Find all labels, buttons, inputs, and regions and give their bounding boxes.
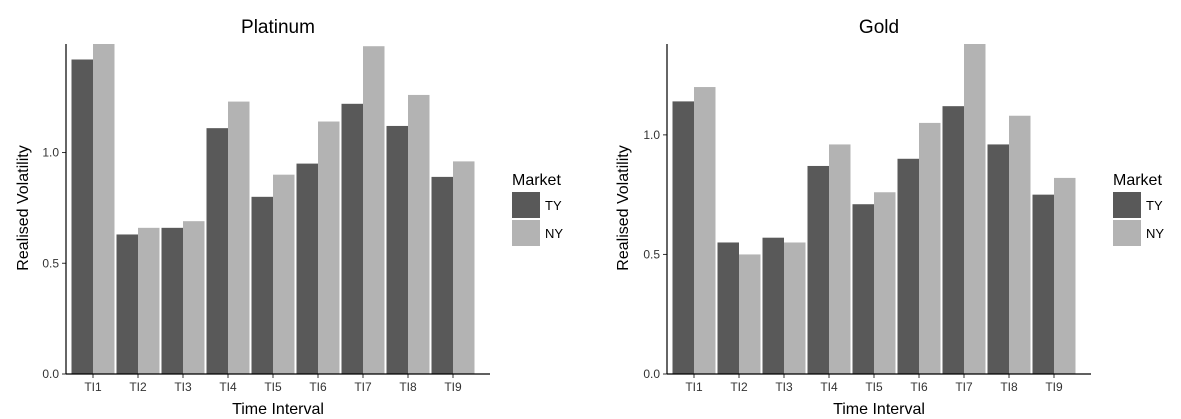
bar-ny-ti3 bbox=[784, 242, 806, 374]
bar-ty-ti5 bbox=[852, 204, 874, 374]
x-tick-label: TI8 bbox=[1000, 380, 1018, 394]
legend-label-ny: NY bbox=[1146, 226, 1164, 241]
bar-ty-ti2 bbox=[717, 242, 739, 374]
x-tick-label: TI3 bbox=[775, 380, 793, 394]
bar-ny-ti1 bbox=[694, 87, 716, 374]
x-tick-label: TI6 bbox=[910, 380, 928, 394]
bar-ty-ti1 bbox=[71, 59, 93, 374]
legend-title: Market bbox=[1113, 172, 1162, 189]
bar-ty-ti6 bbox=[296, 163, 318, 374]
bar-ny-ti8 bbox=[408, 94, 430, 374]
y-tick-label: 0.0 bbox=[643, 367, 660, 381]
y-axis-label: Realised Volatility bbox=[15, 145, 32, 270]
legend: Market TY NY bbox=[512, 172, 563, 246]
legend-swatch-ty bbox=[1113, 192, 1141, 218]
bar-ny-ti2 bbox=[739, 254, 761, 374]
x-tick-label: TI8 bbox=[399, 380, 417, 394]
y-axis-ticks: 0.0 0.5 1.0 bbox=[42, 146, 66, 381]
bar-ty-ti4 bbox=[807, 165, 829, 374]
bar-ny-ti8 bbox=[1009, 115, 1031, 375]
x-tick-label: TI5 bbox=[264, 380, 282, 394]
bar-ny-ti5 bbox=[874, 192, 896, 374]
bar-ny-ti1 bbox=[93, 44, 115, 374]
legend-swatch-ny bbox=[512, 220, 540, 246]
x-tick-label: TI5 bbox=[865, 380, 883, 394]
bar-ny-ti4 bbox=[829, 144, 851, 374]
x-tick-label: TI1 bbox=[84, 380, 102, 394]
chart-title: Platinum bbox=[241, 17, 315, 38]
bar-ny-ti9 bbox=[453, 161, 475, 374]
x-tick-label: TI7 bbox=[955, 380, 973, 394]
legend-label-ny: NY bbox=[545, 226, 563, 241]
bars-group bbox=[672, 44, 1076, 375]
legend-swatch-ty bbox=[512, 192, 540, 218]
bar-ty-ti3 bbox=[161, 227, 183, 374]
bar-ny-ti7 bbox=[964, 44, 986, 374]
x-tick-label: TI2 bbox=[730, 380, 748, 394]
y-tick-label: 1.0 bbox=[42, 146, 59, 160]
x-tick-label: TI1 bbox=[685, 380, 703, 394]
bar-ny-ti5 bbox=[273, 174, 295, 374]
bar-ty-ti7 bbox=[942, 106, 964, 375]
bar-ny-ti9 bbox=[1054, 177, 1076, 374]
x-tick-label: TI4 bbox=[820, 380, 838, 394]
x-tick-label: TI3 bbox=[174, 380, 192, 394]
y-axis-ticks: 0.0 0.5 1.0 bbox=[643, 128, 667, 381]
x-axis-label: Time Interval bbox=[833, 401, 925, 418]
y-axis-label: Realised Volatility bbox=[615, 145, 632, 270]
platinum-panel: Platinum Realised Volatility Time Interv… bbox=[15, 17, 563, 418]
x-tick-label: TI9 bbox=[1045, 380, 1063, 394]
y-tick-label: 0.5 bbox=[42, 256, 59, 270]
bar-ty-ti4 bbox=[206, 128, 228, 374]
bars-group bbox=[71, 44, 475, 375]
bar-ty-ti5 bbox=[251, 196, 273, 374]
x-axis-ticks: TI1 TI2 TI3 TI4 TI5 TI6 TI7 TI8 TI9 bbox=[685, 374, 1063, 394]
chart-title: Gold bbox=[859, 17, 899, 38]
legend-label-ty: TY bbox=[545, 198, 562, 213]
bar-ty-ti7 bbox=[341, 103, 363, 375]
bar-ty-ti3 bbox=[762, 237, 784, 374]
x-tick-label: TI6 bbox=[309, 380, 327, 394]
y-tick-label: 1.0 bbox=[643, 128, 660, 142]
bar-ny-ti6 bbox=[919, 122, 941, 374]
bar-ty-ti2 bbox=[116, 234, 138, 374]
bar-ty-ti8 bbox=[987, 144, 1009, 374]
bar-ty-ti9 bbox=[1032, 194, 1054, 374]
bar-ny-ti6 bbox=[318, 121, 340, 375]
y-tick-label: 0.0 bbox=[42, 367, 59, 381]
legend-label-ty: TY bbox=[1146, 198, 1163, 213]
x-tick-label: TI9 bbox=[444, 380, 462, 394]
bar-ty-ti8 bbox=[386, 125, 408, 374]
y-tick-label: 0.5 bbox=[643, 247, 660, 261]
legend: Market TY NY bbox=[1113, 172, 1164, 246]
legend-swatch-ny bbox=[1113, 220, 1141, 246]
bar-ny-ti7 bbox=[363, 46, 385, 375]
x-axis-ticks: TI1 TI2 TI3 TI4 TI5 TI6 TI7 TI8 TI9 bbox=[84, 374, 462, 394]
x-tick-label: TI7 bbox=[354, 380, 372, 394]
legend-title: Market bbox=[512, 172, 561, 189]
bar-ty-ti1 bbox=[672, 101, 694, 374]
bar-ty-ti6 bbox=[897, 158, 919, 374]
x-tick-label: TI2 bbox=[129, 380, 147, 394]
gold-panel: Gold Realised Volatility Time Interval 0… bbox=[615, 17, 1164, 418]
bar-ny-ti4 bbox=[228, 101, 250, 374]
x-axis-label: Time Interval bbox=[232, 401, 324, 418]
bar-ny-ti2 bbox=[138, 227, 160, 374]
x-tick-label: TI4 bbox=[219, 380, 237, 394]
bar-ny-ti3 bbox=[183, 221, 205, 374]
bar-ty-ti9 bbox=[431, 176, 453, 374]
